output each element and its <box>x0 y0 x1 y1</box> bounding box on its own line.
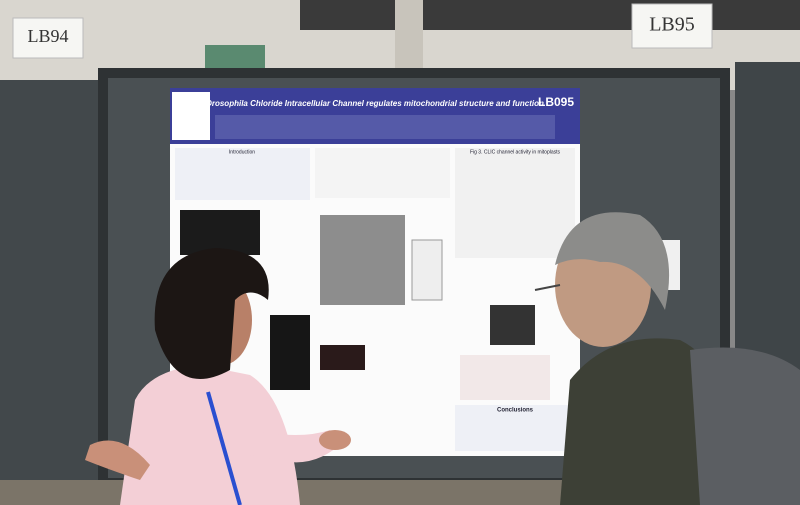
pillar <box>395 0 423 70</box>
micrograph <box>270 315 310 390</box>
woman-hand <box>319 430 351 450</box>
sign <box>12 17 84 59</box>
backpack <box>690 347 800 505</box>
sign-label: LB95 <box>649 14 695 36</box>
woman-hand <box>85 440 150 480</box>
bar-figure <box>411 239 443 301</box>
man-hair <box>555 212 670 310</box>
section-heading: Conclusions <box>497 408 534 414</box>
woman-hair <box>154 248 269 379</box>
poster-code: LB095 <box>538 95 574 109</box>
woman-shirt <box>120 365 300 505</box>
ceiling-beam <box>300 0 800 30</box>
logo <box>172 92 210 140</box>
author-block <box>215 115 555 139</box>
panel <box>175 148 310 200</box>
glasses <box>534 284 561 291</box>
sign <box>631 3 713 49</box>
sign-label: LB94 <box>27 26 68 46</box>
micrograph <box>320 345 365 370</box>
micrograph <box>320 215 405 305</box>
panel <box>315 148 450 198</box>
section-heading: Fig 3. CLIC channel activity in mitoplas… <box>470 149 561 155</box>
board-left <box>0 80 105 480</box>
bar-figure <box>460 355 550 400</box>
poster-title: Drosophila Chloride Intracellular Channe… <box>206 99 544 108</box>
micrograph <box>180 210 260 255</box>
section-heading: Introduction <box>229 149 255 155</box>
panel <box>455 405 575 451</box>
panel <box>455 148 575 258</box>
micrograph <box>490 305 535 345</box>
lanyard <box>206 391 242 505</box>
